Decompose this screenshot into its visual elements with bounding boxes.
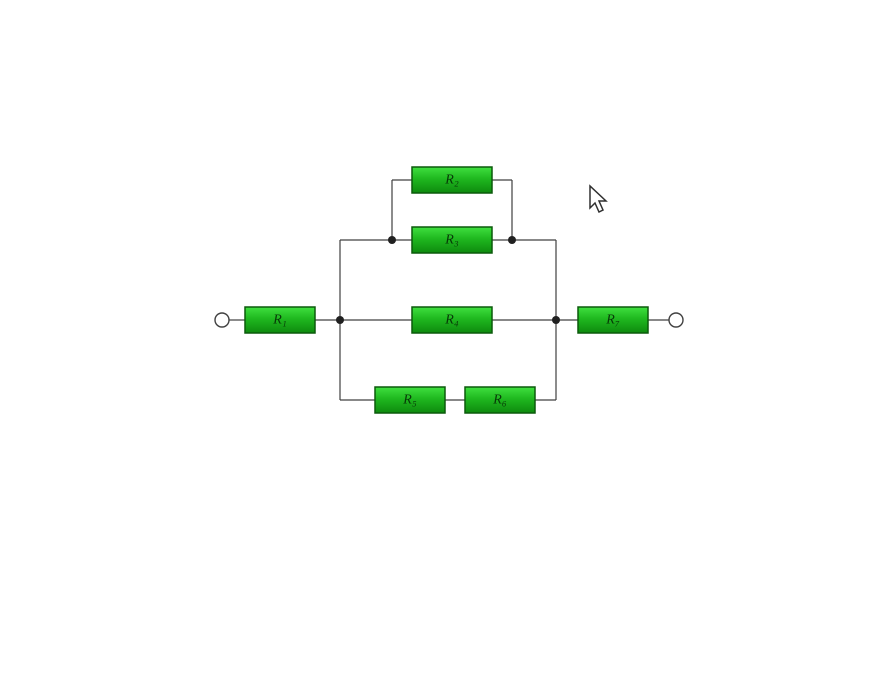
terminal <box>666 310 686 330</box>
terminal <box>212 310 232 330</box>
resistor-label-r3: R₃ <box>444 233 459 248</box>
resistor-r3: R₃ <box>412 227 492 253</box>
resistor-r7: R₇ <box>578 307 648 333</box>
resistor-label-r1: R₁ <box>272 313 286 328</box>
resistor-r2: R₂ <box>412 167 492 193</box>
resistor-label-r5: R₅ <box>402 393 417 408</box>
resistor-label-r4: R₄ <box>444 313 459 328</box>
resistor-r1: R₁ <box>245 307 315 333</box>
resistor-label-r6: R₆ <box>492 393 507 408</box>
circuit-diagram: R₁ R₂ R₃ R₄ R₅ R₆ R₇ <box>0 0 890 674</box>
resistor-r6: R₆ <box>465 387 535 413</box>
junction-node <box>388 236 396 244</box>
junction-node <box>552 316 560 324</box>
junction-node <box>336 316 344 324</box>
resistor-label-r2: R₂ <box>444 173 459 188</box>
cursor-icon <box>590 186 606 212</box>
resistor-label-r7: R₇ <box>605 313 620 328</box>
resistor-r5: R₅ <box>375 387 445 413</box>
resistor-r4: R₄ <box>412 307 492 333</box>
junction-node <box>508 236 516 244</box>
